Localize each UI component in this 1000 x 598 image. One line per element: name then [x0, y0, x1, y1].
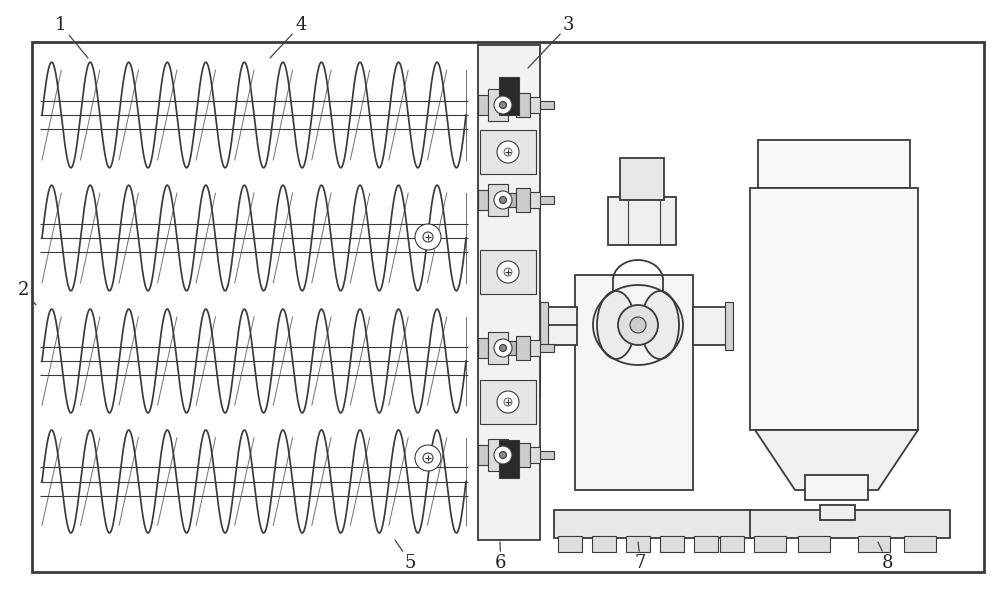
Bar	[750, 188, 918, 430]
Bar	[725, 302, 733, 350]
Bar	[904, 536, 936, 552]
Bar	[805, 475, 868, 500]
Bar	[488, 439, 508, 471]
Bar	[516, 443, 530, 467]
Text: 1: 1	[55, 16, 88, 58]
Circle shape	[630, 317, 646, 333]
Ellipse shape	[641, 291, 679, 359]
Text: 6: 6	[495, 542, 507, 572]
Bar	[540, 302, 548, 350]
Bar	[540, 451, 554, 459]
Circle shape	[415, 224, 441, 250]
Bar	[499, 440, 519, 478]
Bar	[545, 307, 577, 345]
Bar	[530, 340, 540, 356]
Bar	[516, 188, 530, 212]
Circle shape	[497, 391, 519, 413]
Bar	[575, 275, 693, 490]
Circle shape	[504, 398, 512, 406]
Bar	[480, 250, 536, 294]
Circle shape	[494, 191, 512, 209]
Circle shape	[494, 96, 512, 114]
Bar	[660, 536, 684, 552]
Bar	[499, 77, 519, 115]
Circle shape	[504, 148, 512, 156]
Circle shape	[504, 268, 512, 276]
Bar	[478, 190, 488, 210]
Bar	[508, 341, 516, 355]
Bar	[798, 536, 830, 552]
Text: 3: 3	[528, 16, 574, 68]
Circle shape	[415, 445, 441, 471]
Circle shape	[497, 141, 519, 163]
Bar	[820, 505, 855, 520]
Bar	[530, 97, 540, 113]
Bar	[540, 101, 554, 109]
Circle shape	[500, 344, 507, 352]
Circle shape	[500, 102, 507, 108]
Circle shape	[423, 453, 433, 463]
Bar	[858, 536, 890, 552]
Polygon shape	[755, 430, 918, 490]
Bar	[530, 447, 540, 463]
Bar	[693, 307, 728, 345]
Bar	[478, 45, 540, 540]
Bar	[750, 510, 950, 538]
Bar	[592, 536, 616, 552]
Circle shape	[500, 451, 507, 459]
Ellipse shape	[597, 291, 635, 359]
Bar	[480, 130, 536, 174]
Circle shape	[494, 339, 512, 357]
Bar	[754, 536, 786, 552]
Bar	[540, 196, 554, 204]
Bar	[620, 158, 664, 200]
Bar	[554, 510, 752, 538]
Bar	[608, 197, 676, 245]
Circle shape	[494, 446, 512, 464]
Circle shape	[618, 305, 658, 345]
Bar	[478, 95, 488, 115]
Circle shape	[423, 232, 433, 242]
Text: 8: 8	[878, 542, 894, 572]
Bar	[488, 332, 508, 364]
Text: 5: 5	[395, 540, 416, 572]
Bar	[720, 536, 744, 552]
Bar	[488, 89, 508, 121]
Circle shape	[500, 197, 507, 203]
Bar	[480, 380, 536, 424]
Bar	[758, 140, 910, 188]
Bar	[32, 42, 984, 572]
Bar	[508, 98, 516, 112]
Text: 7: 7	[635, 542, 646, 572]
Bar	[478, 445, 488, 465]
Bar	[540, 344, 554, 352]
Bar	[478, 338, 488, 358]
Bar	[626, 536, 650, 552]
Bar	[508, 193, 516, 207]
Bar	[488, 184, 508, 216]
Bar	[508, 448, 516, 462]
Bar	[694, 536, 718, 552]
Text: 2: 2	[18, 281, 36, 305]
Text: 4: 4	[270, 16, 306, 58]
Bar	[530, 192, 540, 208]
Circle shape	[497, 261, 519, 283]
Bar	[516, 336, 530, 360]
Bar	[558, 536, 582, 552]
Bar	[516, 93, 530, 117]
